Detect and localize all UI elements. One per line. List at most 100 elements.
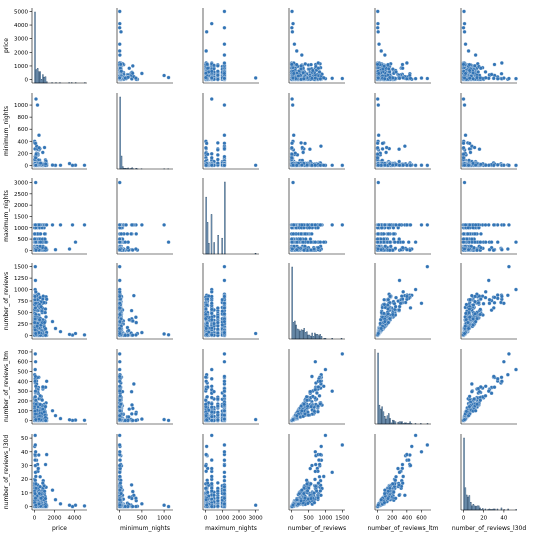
scatter-point [127,66,132,71]
scatter-point [209,69,214,74]
scatter-point [400,66,405,71]
scatter-point [295,240,300,245]
scatter-point [382,76,387,81]
scatter-point [382,163,387,168]
scatter-point [119,29,123,34]
panel-minimum_nights-vs-number_of_reviews_l30d [460,93,518,170]
scatter-point [376,133,381,138]
scatter-point [376,29,381,34]
scatter-point [130,223,134,227]
scatter-point [299,163,304,168]
scatter-point [215,140,220,145]
scatter-point [35,103,40,107]
scatter-point [397,237,402,241]
hist-bar [119,96,121,170]
hist-bar [206,222,209,255]
scatter-point [166,75,171,80]
panel-price-vs-price [31,8,87,84]
scatter-point [376,71,381,76]
scatter-point [40,150,45,155]
scatter-point [507,163,511,168]
scatter-point [291,231,296,236]
scatter-point [462,9,466,14]
scatter-point [301,240,306,245]
scatter-point [290,9,294,14]
scatter-point [58,223,63,227]
scatter-point [222,163,227,168]
scatter-point [340,76,345,81]
scatter-point [215,161,220,166]
scatter-point [117,223,122,227]
scatter-point [408,163,413,168]
scatter-point [318,223,323,227]
panel-maximum_nights-vs-maximum_nights [202,178,259,255]
scatter-point [330,76,335,81]
scatter-point [386,62,390,67]
scatter-point [289,62,294,67]
scatter-point [53,247,58,252]
scatter-point [401,163,406,168]
scatter-point [82,223,87,227]
scatter-point [309,231,314,236]
scatter-point [123,76,128,80]
scatter-point [462,21,467,26]
scatter-point [491,163,496,168]
scatter-point [461,141,466,146]
scatter-point [375,141,380,146]
scatter-point [67,247,72,251]
scatter-point [33,155,38,160]
scatter-point [413,163,418,168]
scatter-point [215,147,220,152]
panel-price-vs-number_of_reviews [288,8,345,84]
scatter-point [130,63,135,68]
panel-minimum_nights-vs-maximum_nights [202,93,259,170]
scatter-point [222,76,227,81]
scatter-point [413,76,418,81]
scatter-point [292,42,297,47]
scatter-point [215,73,220,78]
scatter-point [472,145,477,150]
scatter-point [330,163,335,168]
scatter-point [303,231,308,236]
scatter-point [291,223,296,227]
scatter-point [380,146,385,151]
scatter-point [468,150,473,155]
scatter-point [291,21,295,26]
scatter-point [300,145,305,150]
scatter-point [291,163,295,168]
scatter-point [253,163,258,168]
scatter-point [391,231,396,236]
scatter-point [499,71,504,76]
scatter-point [303,61,308,66]
scatter-point [58,163,63,168]
scatter-point [404,76,409,81]
scatter-point [204,29,209,34]
scatter-point [222,42,227,47]
scatter-point [70,223,75,227]
scatter-point [310,76,314,81]
scatter-point [461,155,466,160]
scatter-point [204,141,209,146]
scatter-point [467,141,472,146]
scatter-point [44,223,49,227]
scatter-point [130,71,135,76]
scatter-point [32,231,37,236]
scatter-point [42,231,47,236]
scatter-point [205,66,210,71]
scatter-point [293,151,298,156]
scatter-point [215,69,220,74]
scatter-point [117,240,122,245]
scatter-point [289,152,294,157]
scatter-point [291,71,296,76]
scatter-point [406,240,411,245]
scatter-point [82,163,87,168]
scatter-point [483,163,488,168]
hist-bar [39,71,41,84]
scatter-point [313,163,318,168]
scatter-point [117,53,122,57]
scatter-point [313,240,318,245]
scatter-point [477,147,482,152]
scatter-point [384,145,389,150]
scatter-point [400,62,405,67]
